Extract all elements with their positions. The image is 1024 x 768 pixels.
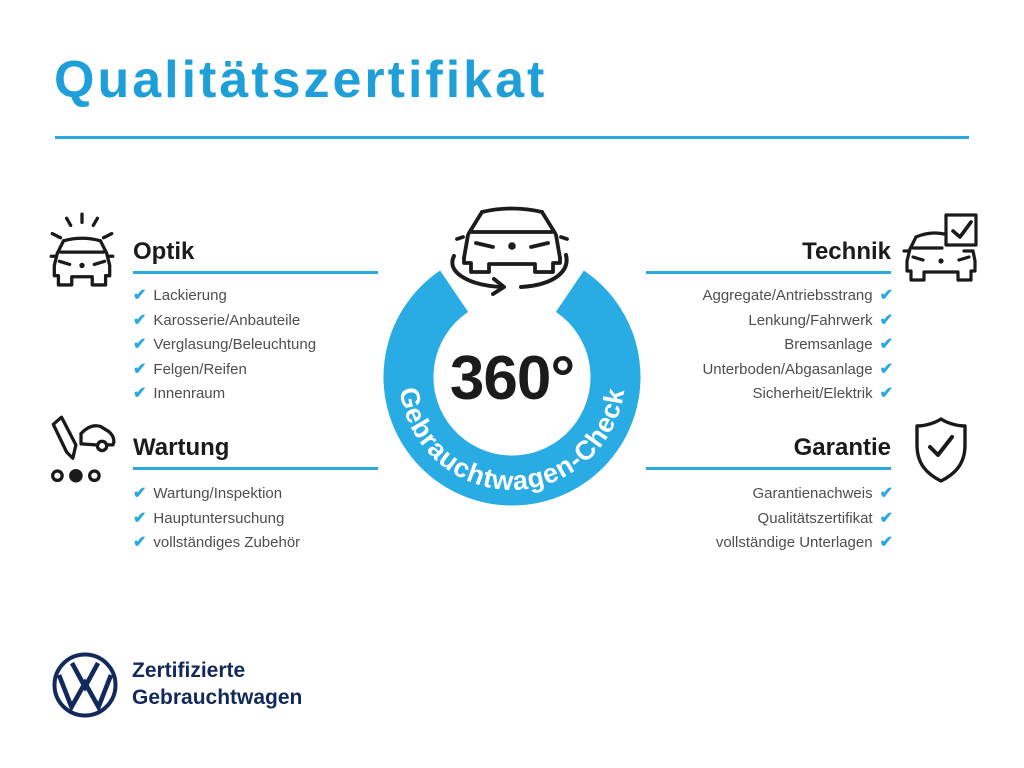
- check-icon: ✔: [133, 509, 147, 527]
- list-item: ✔ Innenraum: [133, 386, 316, 402]
- vw-logo: [50, 650, 120, 720]
- check-icon: ✔: [879, 336, 893, 354]
- item-label: Lenkung/Fahrwerk: [748, 311, 873, 329]
- shining-car-icon: [46, 208, 118, 288]
- footer-line2: Gebrauchtwagen: [132, 686, 303, 709]
- item-label: Qualitätszertifikat: [757, 509, 873, 527]
- item-label: Bremsanlage: [784, 336, 873, 353]
- footer-line1: Zertifizierte: [132, 659, 246, 682]
- section-heading-garantie: Garantie: [793, 434, 891, 461]
- check-icon: ✔: [133, 534, 147, 552]
- technik-divider: [646, 271, 891, 274]
- item-label: vollständiges Zubehör: [153, 534, 301, 551]
- list-item: Sicherheit/Elektrik ✔: [753, 386, 893, 402]
- item-label: vollständige Unterlagen: [715, 534, 873, 551]
- item-label: Aggregate/Antriebsstrang: [702, 287, 873, 304]
- item-label: Unterboden/Abgasanlage: [702, 360, 873, 378]
- car-rotation-icon: [450, 206, 569, 296]
- 360-value: 360°: [450, 344, 574, 413]
- list-item: ✔ Lackierung: [133, 288, 316, 304]
- list-item: Garantienachweis ✔: [753, 486, 893, 502]
- footer-wordmark: Zertifizierte Gebrauchtwagen: [132, 657, 302, 711]
- list-item: Qualitätszertifikat ✔: [757, 509, 893, 527]
- list-item: ✔ Felgen/Reifen: [133, 360, 316, 378]
- list-item: ✔ Karosserie/Anbauteile: [133, 311, 316, 329]
- check-icon: ✔: [879, 509, 893, 527]
- optik-divider: [133, 271, 378, 274]
- check-icon: ✔: [879, 311, 893, 329]
- list-item: Unterboden/Abgasanlage ✔: [702, 360, 893, 378]
- item-label: Felgen/Reifen: [153, 360, 247, 378]
- check-icon: ✔: [879, 287, 893, 305]
- car-checkbox-icon: [902, 210, 980, 286]
- item-label: Lackierung: [153, 287, 227, 304]
- check-icon: ✔: [133, 287, 147, 305]
- page-title: Qualitätszertifikat: [54, 51, 548, 109]
- check-icon: ✔: [133, 485, 147, 503]
- item-label: Innenraum: [153, 385, 226, 402]
- wartung-divider: [133, 467, 378, 470]
- check-icon: ✔: [879, 385, 893, 403]
- service-checklist-icon: [44, 410, 116, 486]
- list-item: Lenkung/Fahrwerk ✔: [748, 311, 893, 329]
- list-item: ✔ vollständiges Zubehör: [133, 535, 300, 551]
- ring-arc: [383, 270, 641, 506]
- list-item: vollständige Unterlagen ✔: [716, 535, 893, 551]
- 360-check-badge: Gebrauchtwagen-Check 360°: [320, 175, 704, 535]
- check-icon: ✔: [133, 336, 147, 354]
- section-heading-technik: Technik: [802, 238, 891, 265]
- list-item: ✔ Hauptuntersuchung: [133, 509, 300, 527]
- check-icon: ✔: [133, 385, 147, 403]
- shield-check-icon: [911, 415, 971, 485]
- item-label: Garantienachweis: [752, 485, 873, 502]
- garantie-divider: [646, 467, 891, 470]
- list-item: ✔ Wartung/Inspektion: [133, 486, 300, 502]
- section-heading-wartung: Wartung: [133, 434, 230, 461]
- item-label: Karosserie/Anbauteile: [153, 311, 301, 329]
- check-icon: ✔: [879, 534, 893, 552]
- list-item: ✔ Verglasung/Beleuchtung: [133, 337, 316, 353]
- optik-list: ✔ Lackierung ✔ Karosserie/Anbauteile ✔ Verg…: [133, 288, 316, 402]
- check-icon: ✔: [879, 485, 893, 503]
- item-label: Sicherheit/Elektrik: [752, 385, 873, 402]
- check-icon: ✔: [879, 360, 893, 378]
- item-label: Wartung/Inspektion: [153, 485, 283, 502]
- item-label: Hauptuntersuchung: [153, 509, 285, 527]
- section-heading-optik: Optik: [133, 238, 195, 265]
- list-item: Bremsanlage ✔: [784, 337, 893, 353]
- check-icon: ✔: [133, 311, 147, 329]
- item-label: Verglasung/Beleuchtung: [153, 336, 317, 353]
- garantie-list: Garantienachweis ✔ Qualitätszertifikat ✔ v…: [716, 486, 893, 551]
- list-item: Aggregate/Antriebsstrang ✔: [702, 288, 893, 304]
- technik-list: Aggregate/Antriebsstrang ✔ Lenkung/Fahrwe…: [702, 288, 893, 402]
- title-divider: [55, 136, 969, 139]
- wartung-list: ✔ Wartung/Inspektion ✔ Hauptuntersuchung ✔…: [133, 486, 300, 551]
- check-icon: ✔: [133, 360, 147, 378]
